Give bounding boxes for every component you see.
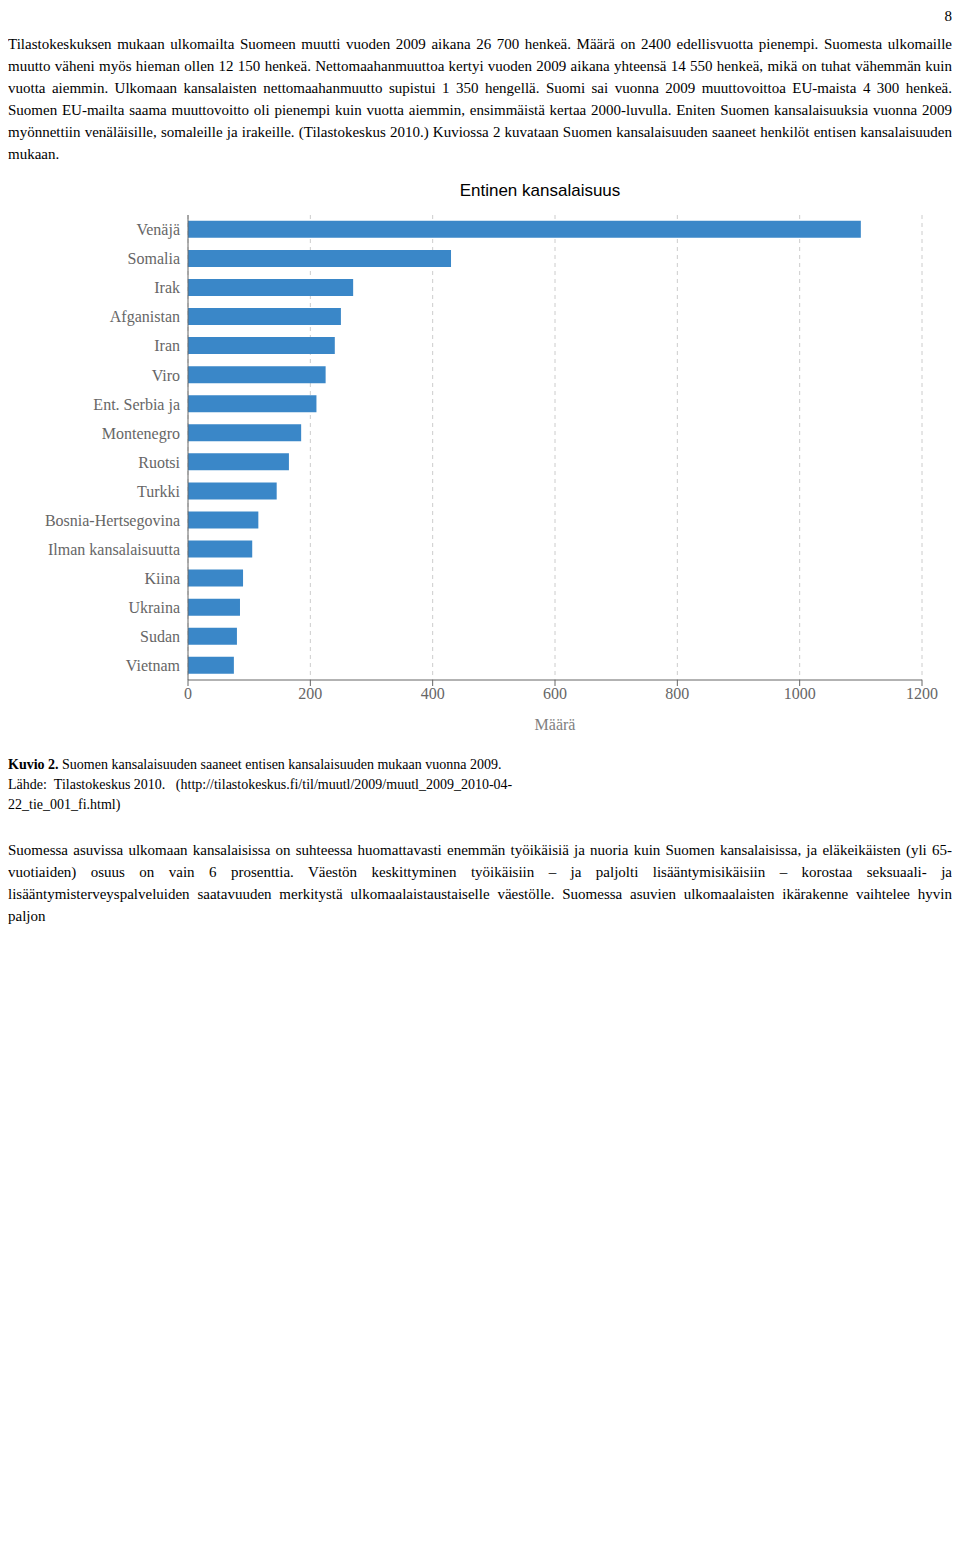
html-text:Tilastokeskuksen mukaan ulkoma: Tilastokeskuksen mukaan ulkomailta Suome… — [8, 36, 952, 162]
svg-text:800: 800 — [665, 685, 689, 702]
svg-text:0: 0 — [184, 685, 192, 702]
html-text:22_tie_001_fi.html): 22_tie_001_fi.html) — [8, 797, 121, 812]
svg-text:Ruotsi: Ruotsi — [138, 454, 180, 471]
svg-text:Iran: Iran — [154, 337, 180, 354]
svg-text:Turkki: Turkki — [137, 483, 181, 500]
svg-text:Kiina: Kiina — [144, 570, 180, 587]
svg-text:Sudan: Sudan — [140, 628, 180, 645]
svg-text:Montenegro: Montenegro — [102, 425, 180, 443]
svg-text:Määrä: Määrä — [535, 716, 576, 733]
svg-text:600: 600 — [543, 685, 567, 702]
svg-text:Irak: Irak — [154, 279, 180, 296]
html-text:Kuvio 2. Suomen kansalaisuuden: Kuvio 2. Suomen kansalaisuuden saaneet e… — [8, 757, 502, 772]
html-text:Suomessa asuvissa ulkomaan kan: Suomessa asuvissa ulkomaan kansalaisissa… — [8, 842, 952, 924]
html-text:Entinen kansalaisuus: Entinen kansalaisuus — [459, 181, 621, 200]
svg-text:1200: 1200 — [906, 685, 938, 702]
svg-text:Bosnia-Hertsegovina: Bosnia-Hertsegovina — [45, 512, 180, 530]
svg-text:Vietnam: Vietnam — [126, 657, 181, 674]
html-text:Lähde: Tilastokeskus 2010. (ht: Lähde: Tilastokeskus 2010. (http://tilas… — [8, 777, 513, 792]
svg-text:1000: 1000 — [784, 685, 816, 702]
svg-text:Ent. Serbia ja: Ent. Serbia ja — [93, 396, 180, 414]
svg-text:Viro: Viro — [152, 367, 180, 384]
svg-text:Afganistan: Afganistan — [110, 308, 180, 326]
svg-text:Ukraina: Ukraina — [128, 599, 180, 616]
html-text:8: 8 — [944, 8, 952, 24]
svg-text:400: 400 — [421, 685, 445, 702]
svg-text:Venäjä: Venäjä — [136, 221, 180, 239]
svg-text:Somalia: Somalia — [128, 250, 180, 267]
svg-text:Ilman kansalaisuutta: Ilman kansalaisuutta — [48, 541, 180, 558]
svg-text:200: 200 — [298, 685, 322, 702]
